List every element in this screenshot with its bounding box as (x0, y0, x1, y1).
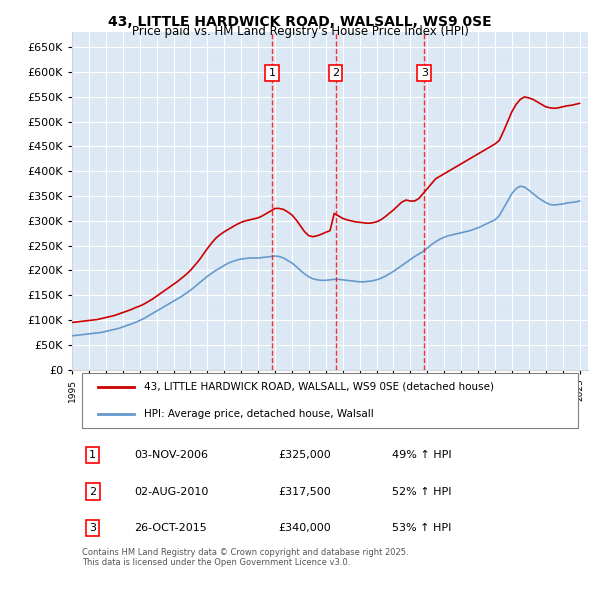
Text: 2: 2 (332, 68, 339, 78)
Text: 3: 3 (89, 523, 96, 533)
Text: 2: 2 (89, 487, 96, 497)
Text: 3: 3 (421, 68, 428, 78)
Text: 43, LITTLE HARDWICK ROAD, WALSALL, WS9 0SE: 43, LITTLE HARDWICK ROAD, WALSALL, WS9 0… (108, 15, 492, 29)
Text: 02-AUG-2010: 02-AUG-2010 (134, 487, 208, 497)
Text: 52% ↑ HPI: 52% ↑ HPI (392, 487, 451, 497)
Text: 49% ↑ HPI: 49% ↑ HPI (392, 450, 452, 460)
Text: £317,500: £317,500 (278, 487, 331, 497)
Text: £325,000: £325,000 (278, 450, 331, 460)
Text: Price paid vs. HM Land Registry's House Price Index (HPI): Price paid vs. HM Land Registry's House … (131, 25, 469, 38)
Text: £340,000: £340,000 (278, 523, 331, 533)
Text: 1: 1 (269, 68, 276, 78)
Text: 03-NOV-2006: 03-NOV-2006 (134, 450, 208, 460)
Text: HPI: Average price, detached house, Walsall: HPI: Average price, detached house, Wals… (144, 409, 374, 419)
FancyBboxPatch shape (82, 373, 578, 428)
Text: 26-OCT-2015: 26-OCT-2015 (134, 523, 206, 533)
Text: Contains HM Land Registry data © Crown copyright and database right 2025.
This d: Contains HM Land Registry data © Crown c… (82, 548, 409, 567)
Text: 43, LITTLE HARDWICK ROAD, WALSALL, WS9 0SE (detached house): 43, LITTLE HARDWICK ROAD, WALSALL, WS9 0… (144, 382, 494, 392)
Text: 53% ↑ HPI: 53% ↑ HPI (392, 523, 451, 533)
Text: 1: 1 (89, 450, 96, 460)
